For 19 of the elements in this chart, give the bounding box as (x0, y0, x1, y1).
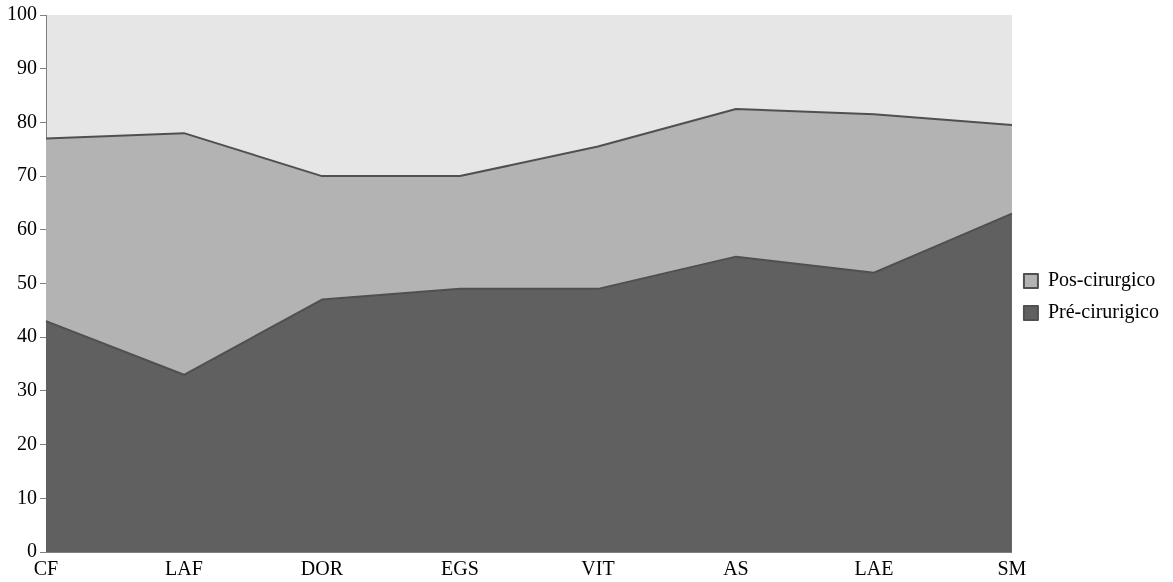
y-tick-label: 60 (17, 217, 37, 240)
x-tick-label: SM (997, 557, 1027, 580)
y-tick-label: 90 (17, 55, 37, 78)
x-tick-label: DOR (300, 557, 344, 580)
y-tick-label: 40 (17, 324, 37, 347)
y-tick-label: 100 (7, 2, 37, 25)
y-tick-label: 20 (17, 431, 37, 454)
legend-label: Pré-cirurigico (1047, 300, 1160, 324)
y-tick-label: 10 (17, 485, 37, 508)
legend-label: Pos-cirurgico (1047, 268, 1156, 292)
y-tick-label: 70 (17, 163, 37, 186)
x-tick-label: VIT (581, 557, 615, 580)
y-tick-label: 80 (17, 109, 37, 132)
x-tick-label: LAE (854, 557, 894, 580)
y-tick-label: 30 (17, 378, 37, 401)
x-tick-label: AS (723, 557, 749, 580)
x-tick-label: EGS (441, 557, 479, 580)
y-tick-label: 50 (17, 270, 37, 293)
x-tick-label: LAF (165, 557, 203, 580)
